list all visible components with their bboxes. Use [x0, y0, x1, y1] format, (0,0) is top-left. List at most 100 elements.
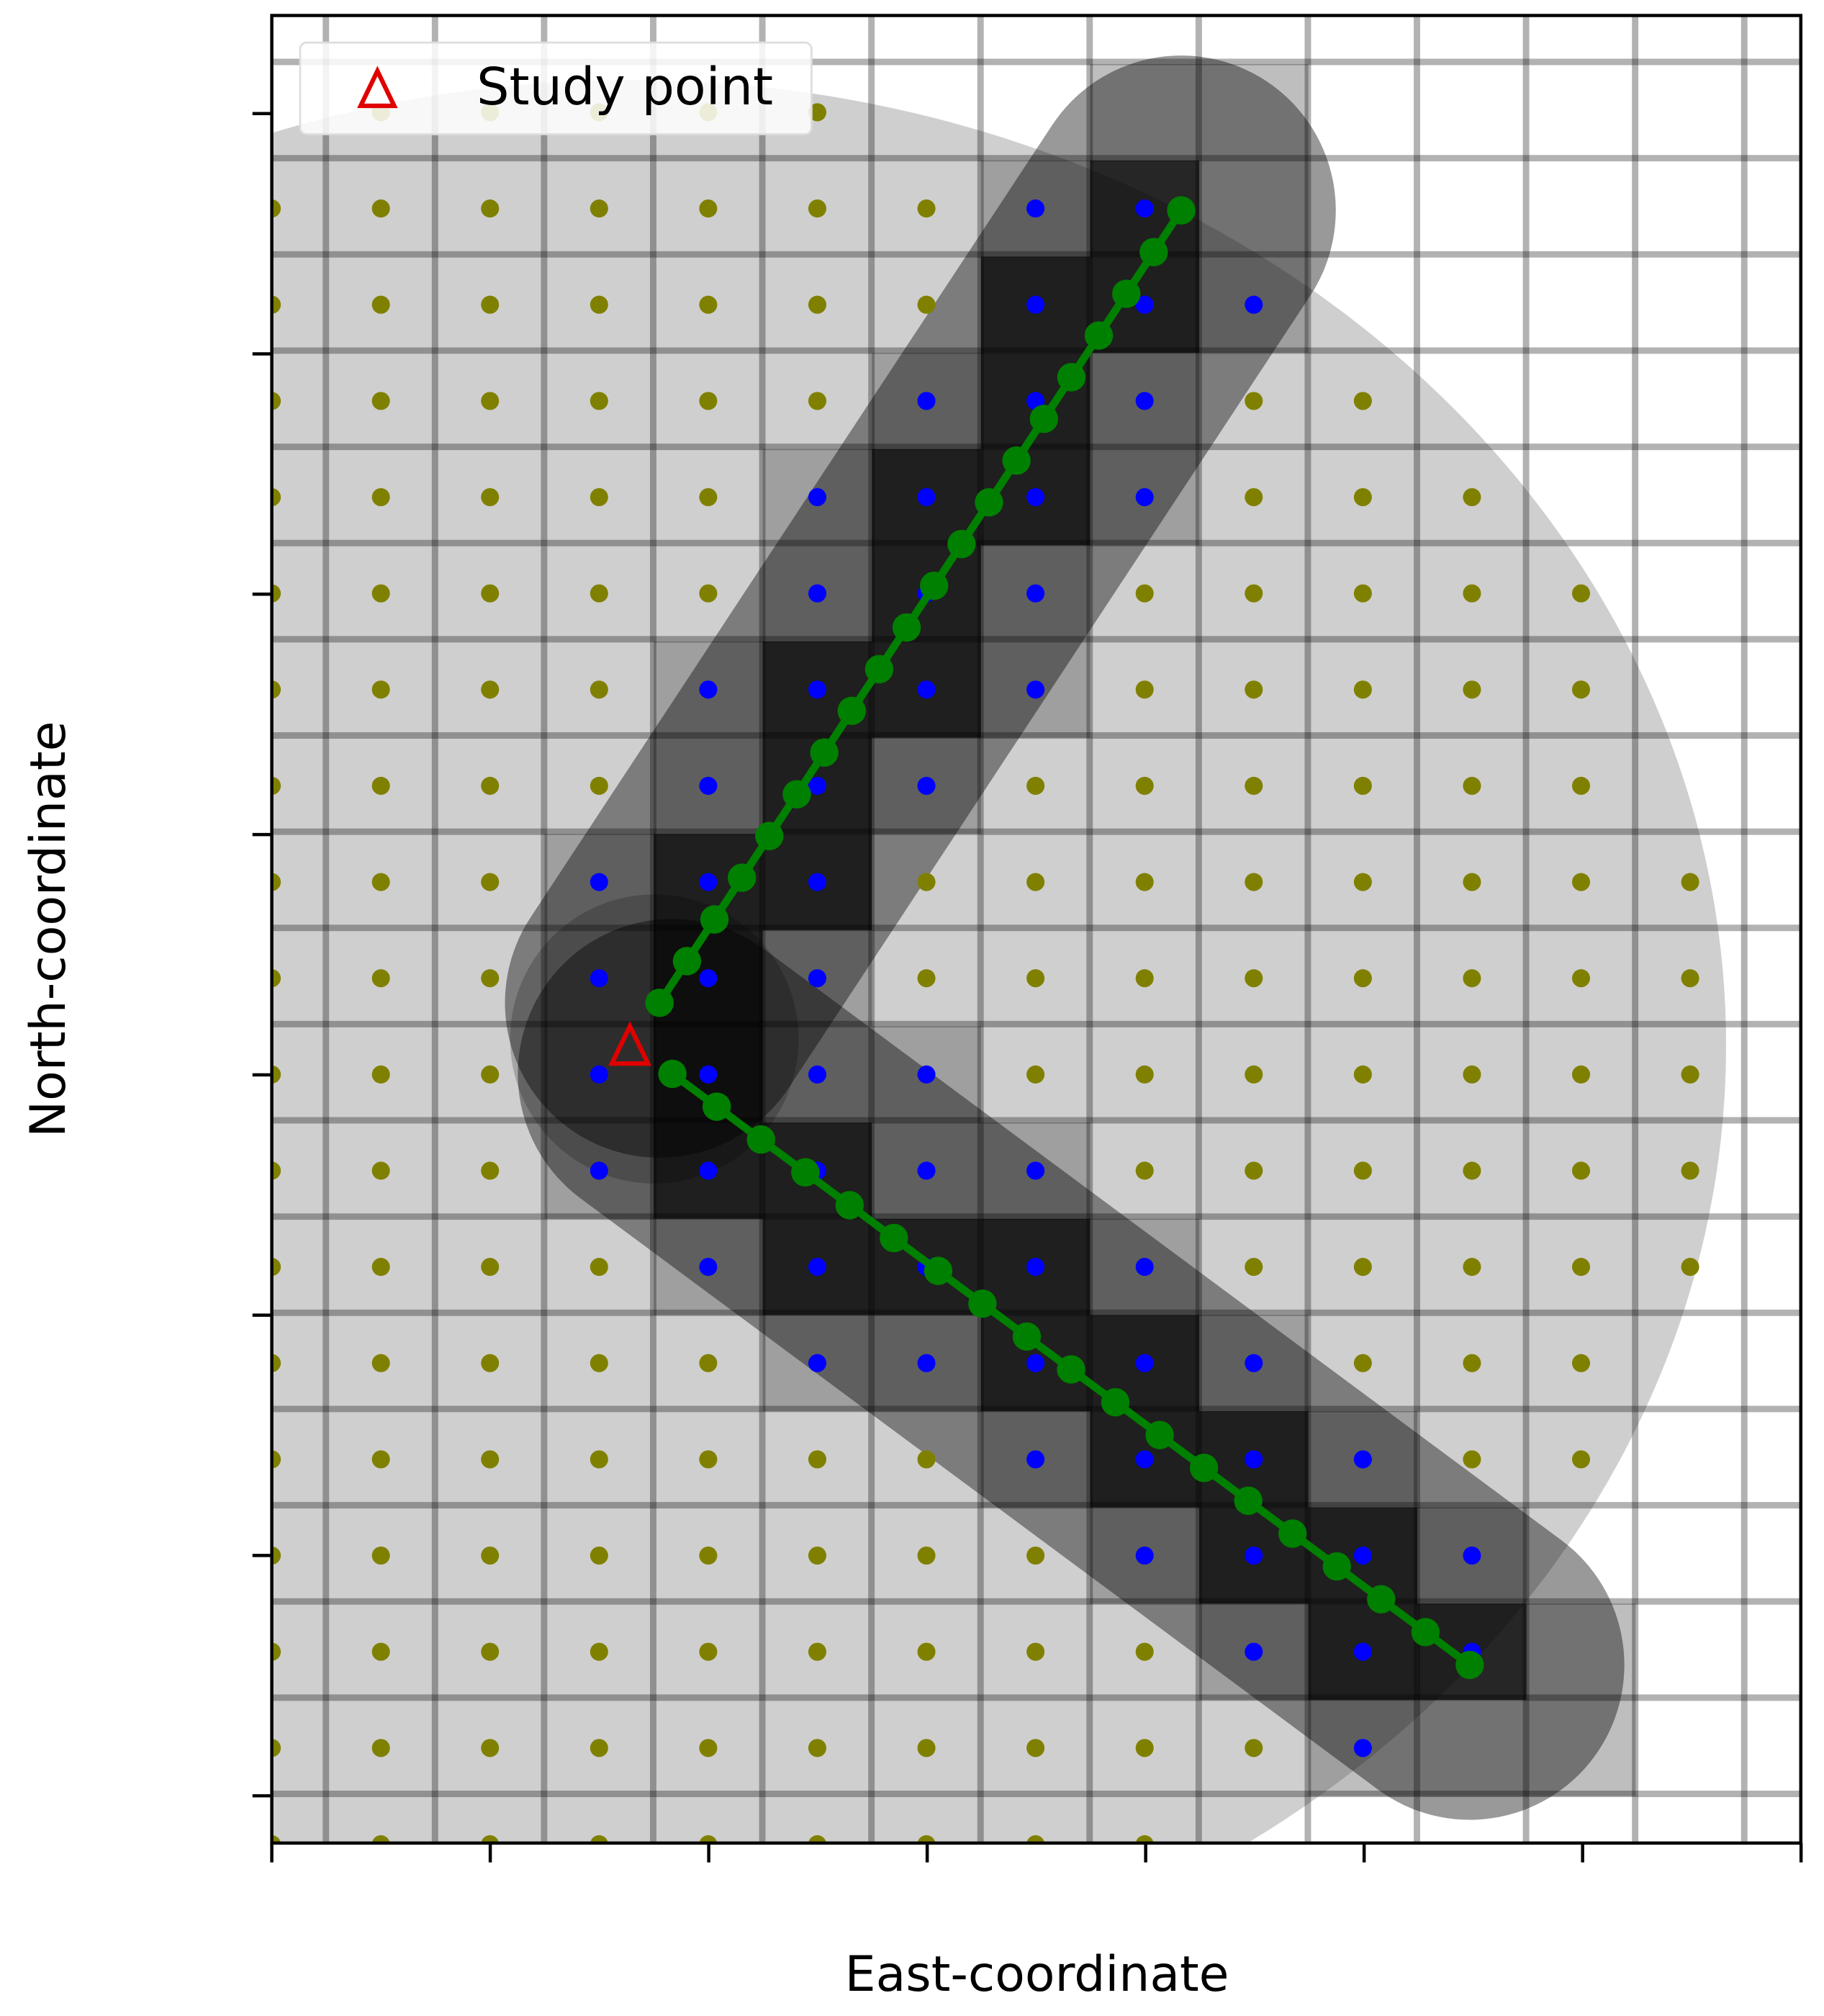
grid-point [1245, 680, 1263, 699]
grid-point [271, 1161, 281, 1180]
grid-point [1463, 873, 1481, 891]
corridor-point [808, 487, 826, 507]
grid-point [1026, 1065, 1045, 1084]
grid-point [481, 1161, 500, 1180]
grid-point [481, 1546, 500, 1565]
grid-point [1463, 969, 1481, 988]
corridor-point [1245, 1354, 1263, 1372]
grid-point [271, 969, 281, 988]
grid-point [481, 1258, 500, 1277]
grid-point [1026, 873, 1045, 891]
path-point [924, 1256, 953, 1285]
path-point [645, 989, 674, 1017]
corridor-point [1135, 1450, 1154, 1469]
grid-point [481, 1835, 500, 1843]
legend: Study point [299, 41, 813, 135]
grid-point [1463, 1258, 1481, 1277]
grid-point [1353, 1065, 1372, 1084]
grid-point [699, 295, 718, 314]
corridor-point [917, 680, 936, 699]
path-point [782, 780, 811, 809]
grid-point [699, 1354, 718, 1372]
grid-point [808, 103, 826, 122]
grid-point [1245, 487, 1263, 507]
grid-point [1245, 1739, 1263, 1758]
path-point [702, 1092, 731, 1121]
corridor-point [917, 1354, 936, 1372]
grid-point [1353, 392, 1372, 410]
grid-point [1463, 1354, 1481, 1372]
corridor-point [1026, 1354, 1045, 1372]
grid-point [371, 295, 390, 314]
grid-point [481, 487, 500, 507]
path-point [1189, 1454, 1219, 1482]
path-point [1084, 321, 1114, 350]
grid-point [590, 1835, 608, 1843]
grid-point [271, 199, 281, 218]
grid-point [1463, 584, 1481, 603]
grid-point [371, 1835, 390, 1843]
grid-point [1026, 1739, 1045, 1758]
legend-marker [357, 66, 398, 109]
path-point [837, 696, 866, 726]
grid-point [590, 295, 608, 314]
corridor-point [1353, 1739, 1372, 1758]
corridor-cell [1526, 1603, 1636, 1700]
grid-point [917, 1546, 936, 1565]
grid-point [271, 1835, 281, 1843]
grid-point [917, 873, 936, 891]
grid-point [1571, 680, 1591, 699]
grid-point [1353, 584, 1372, 603]
grid-point [371, 1065, 390, 1084]
grid-point [271, 1450, 281, 1469]
grid-point [371, 584, 390, 603]
grid-point [371, 1739, 390, 1758]
corridor-point [699, 680, 718, 699]
corridor-point [699, 873, 718, 891]
corridor-point [1245, 1450, 1263, 1469]
grid-point [271, 392, 281, 410]
grid-point [371, 873, 390, 891]
grid-point [271, 776, 281, 795]
grid-point [1463, 776, 1481, 795]
grid-point [271, 295, 281, 314]
path-point [810, 738, 839, 767]
corridor-point [699, 969, 718, 988]
grid-point [1135, 1835, 1154, 1843]
grid-point [1681, 1161, 1699, 1180]
legend-box [299, 41, 813, 135]
corridor-point [699, 1065, 718, 1084]
grid-point [271, 1546, 281, 1565]
grid-point [481, 584, 500, 603]
grid-point [1353, 1258, 1372, 1277]
grid-point [590, 199, 608, 218]
grid-point [481, 1739, 500, 1758]
path-point [672, 947, 702, 976]
corridor-point [1463, 1546, 1481, 1565]
grid-point [699, 392, 718, 410]
corridor-point [1026, 295, 1045, 314]
grid-point [1353, 776, 1372, 795]
grid-point [808, 1642, 826, 1661]
grid-point [1245, 776, 1263, 795]
grid-point [1353, 487, 1372, 507]
corridor-point [1026, 487, 1045, 507]
grid-point [271, 1065, 281, 1084]
grid-point [699, 1642, 718, 1661]
grid-point [1353, 1161, 1372, 1180]
path-point [1002, 446, 1031, 475]
grid-point [590, 392, 608, 410]
grid-point [917, 295, 936, 314]
path-point [1139, 238, 1168, 266]
grid-point [1463, 680, 1481, 699]
corridor-point [1353, 1450, 1372, 1469]
grid-point [481, 295, 500, 314]
path-point [1057, 1355, 1085, 1384]
corridor-cell [1198, 160, 1309, 257]
path-point [746, 1125, 775, 1154]
corridor-point [590, 969, 608, 988]
grid-point [1463, 487, 1481, 507]
path-point [947, 529, 976, 559]
grid-point [590, 1642, 608, 1661]
